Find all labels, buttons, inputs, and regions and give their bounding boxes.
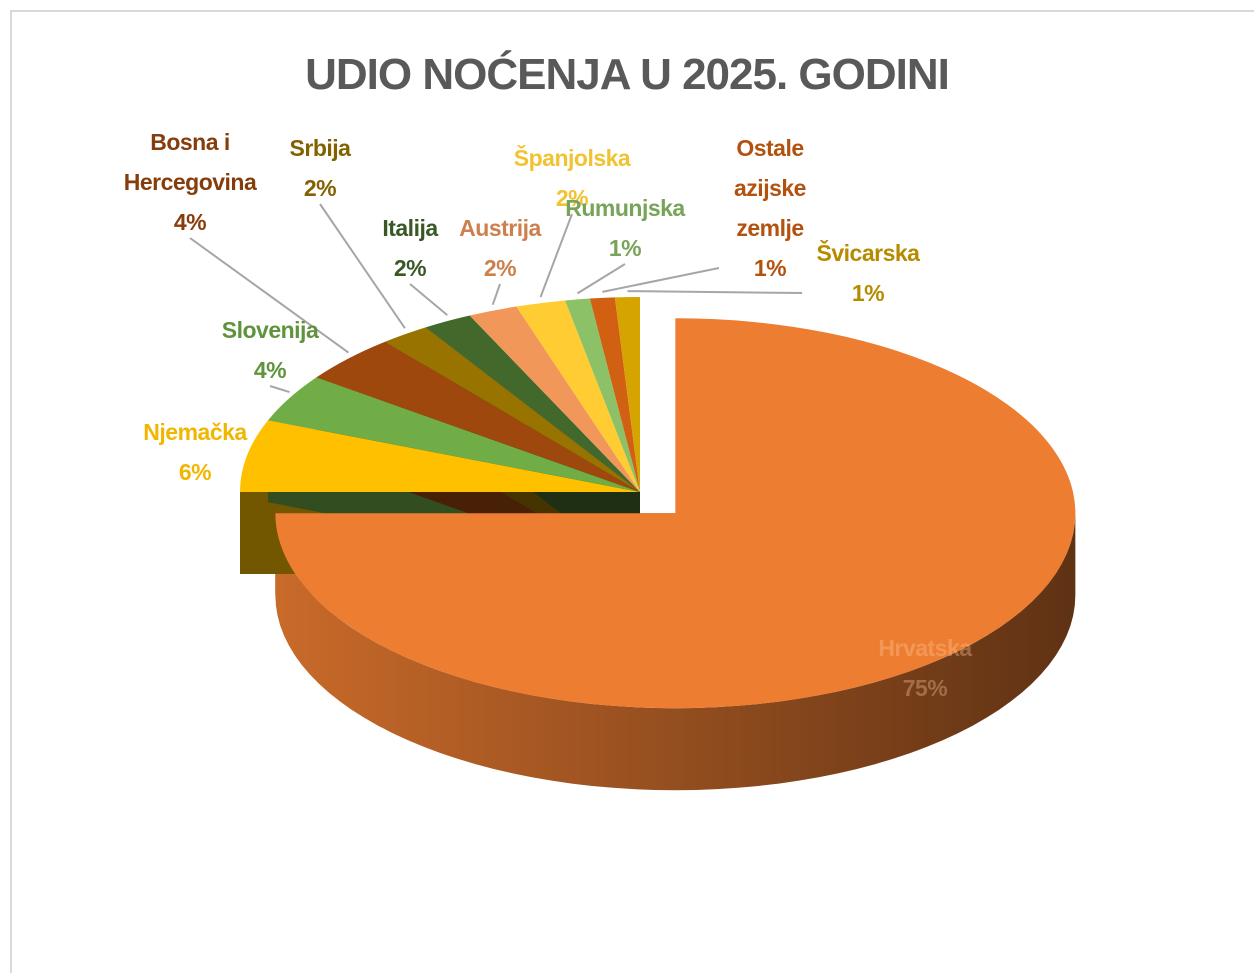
leader-line (409, 283, 448, 316)
data-label: Srbija 2% (275, 128, 365, 208)
leader-line (627, 290, 803, 294)
value-label: 1% (608, 235, 642, 261)
value-label: 1% (753, 255, 787, 281)
category-label: Slovenija (221, 317, 319, 343)
pie-slice (425, 315, 640, 492)
pie-slice (268, 377, 640, 492)
category-label: Švicarska (816, 240, 920, 266)
chart-title: UDIO NOĆENJA U 2025. GODINI (305, 50, 950, 99)
category-label: Bosna i Hercegovina (123, 129, 257, 195)
leader-line (602, 267, 720, 293)
leader-line (319, 203, 406, 329)
data-label: Bosna i Hercegovina 4% (105, 122, 275, 242)
leader-line (491, 283, 501, 306)
pie-slice (240, 420, 640, 492)
value-label: 2% (483, 255, 517, 281)
category-label: Hrvatska (878, 635, 972, 661)
pie-slice (589, 297, 640, 492)
data-label: Španjolska 2% (492, 138, 652, 218)
category-label: Njemačka (143, 419, 247, 445)
category-label: Ostale azijske zemlje (734, 135, 806, 241)
leader-line (189, 237, 349, 354)
leader-line (539, 213, 573, 298)
leader-line (269, 385, 290, 394)
pie-slice (565, 298, 640, 492)
value-label: 75% (902, 675, 948, 701)
slice-side (275, 513, 1076, 791)
data-label: Italija 2% (360, 208, 460, 288)
pie-slice (316, 341, 640, 492)
value-label: 4% (253, 357, 287, 383)
data-label: Hrvatska 75% (825, 628, 1025, 708)
value-label: 2% (555, 185, 589, 211)
value-label: 1% (851, 280, 885, 306)
data-label: Švicarska 1% (798, 233, 938, 313)
category-label: Italija (382, 215, 438, 241)
pie-slice (469, 306, 640, 492)
value-label: 2% (303, 175, 337, 201)
pie-slice (516, 300, 640, 492)
data-label: Njemačka 6% (115, 412, 275, 492)
data-label: Austrija 2% (445, 208, 555, 288)
data-label: Ostale azijske zemlje 1% (715, 128, 825, 288)
data-label: Slovenija 4% (190, 310, 350, 390)
data-label: Rumunjska 1% (550, 188, 700, 268)
value-label: 6% (178, 459, 212, 485)
category-label: Austrija (459, 215, 541, 241)
pie-slice (385, 327, 640, 492)
value-label: 2% (393, 255, 427, 281)
leader-line (576, 263, 626, 295)
category-label: Rumunjska (565, 195, 685, 221)
pie-slice (275, 318, 1076, 709)
value-label: 4% (173, 209, 207, 235)
chart-frame (10, 10, 1254, 973)
category-label: Srbija (289, 135, 351, 161)
pie-slice (614, 297, 640, 492)
category-label: Španjolska (513, 145, 631, 171)
